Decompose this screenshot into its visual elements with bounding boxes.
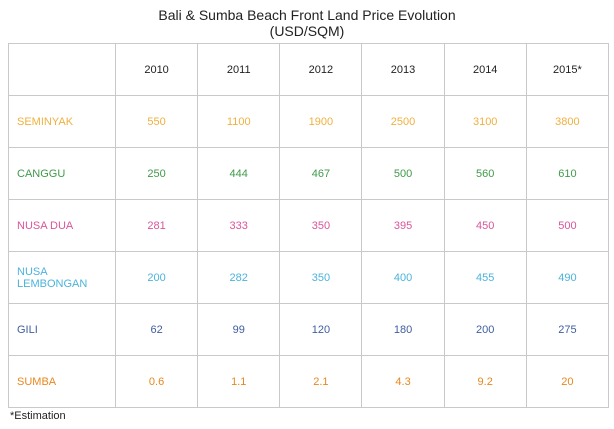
table-row: GILI 62 99 120 180 200 275 bbox=[8, 303, 610, 356]
table-cell: 0.6 bbox=[114, 355, 199, 408]
column-header-2: 2012 bbox=[279, 43, 363, 96]
table-cell: 395 bbox=[361, 199, 445, 252]
table-cell: 200 bbox=[114, 251, 199, 304]
table-cell: 120 bbox=[279, 303, 363, 356]
chart-subtitle: (USD/SQM) bbox=[269, 23, 345, 39]
row-label: GILI bbox=[8, 303, 116, 356]
table-cell: 450 bbox=[443, 199, 527, 252]
row-label: SUMBA bbox=[8, 355, 116, 408]
row-label: NUSA DUA bbox=[8, 199, 116, 252]
table-cell: 455 bbox=[443, 251, 527, 304]
table-cell: 560 bbox=[443, 147, 527, 200]
table-cell: 400 bbox=[361, 251, 445, 304]
header-row: 2010 2011 2012 2013 2014 2015* bbox=[8, 43, 610, 96]
table-cell: 180 bbox=[361, 303, 445, 356]
table-body: SEMINYAK 550 1100 1900 2500 3100 3800 CANGGU 250… bbox=[8, 95, 610, 408]
table-cell: 99 bbox=[197, 303, 281, 356]
column-header-5: 2015* bbox=[525, 43, 610, 96]
table-cell: 275 bbox=[525, 303, 610, 356]
table-cell: 2.1 bbox=[279, 355, 363, 408]
column-header-4: 2014 bbox=[443, 43, 527, 96]
table-row: CANGGU 250 444 467 500 560 610 bbox=[8, 147, 610, 200]
table-cell: 3800 bbox=[525, 95, 610, 148]
chart-title: Bali & Sumba Beach Front Land Price Evol… bbox=[158, 7, 456, 23]
footnote: *Estimation bbox=[10, 410, 66, 422]
row-label: CANGGU bbox=[8, 147, 116, 200]
row-label: NUSA LEMBONGAN bbox=[8, 251, 116, 304]
table-cell: 444 bbox=[197, 147, 281, 200]
table-cell: 282 bbox=[197, 251, 281, 304]
table-cell: 350 bbox=[279, 199, 363, 252]
table-cell: 500 bbox=[361, 147, 445, 200]
table-cell: 350 bbox=[279, 251, 363, 304]
row-label: SEMINYAK bbox=[8, 95, 116, 148]
table-cell: 20 bbox=[525, 355, 610, 408]
column-header-0: 2010 bbox=[114, 43, 199, 96]
table-row: SEMINYAK 550 1100 1900 2500 3100 3800 bbox=[8, 95, 610, 148]
table-cell: 550 bbox=[114, 95, 199, 148]
table-cell: 281 bbox=[114, 199, 199, 252]
table-cell: 3100 bbox=[443, 95, 527, 148]
table-cell: 2500 bbox=[361, 95, 445, 148]
column-header-3: 2013 bbox=[361, 43, 445, 96]
table-row: SUMBA 0.6 1.1 2.1 4.3 9.2 20 bbox=[8, 355, 610, 408]
table-cell: 467 bbox=[279, 147, 363, 200]
table-cell: 250 bbox=[114, 147, 199, 200]
table-row: NUSA DUA 281 333 350 395 450 500 bbox=[8, 199, 610, 252]
table-cell: 490 bbox=[525, 251, 610, 304]
table-cell: 1.1 bbox=[197, 355, 281, 408]
table-cell: 200 bbox=[443, 303, 527, 356]
table-row: NUSA LEMBONGAN 200 282 350 400 455 490 bbox=[8, 251, 610, 304]
table-cell: 4.3 bbox=[361, 355, 445, 408]
table-cell: 333 bbox=[197, 199, 281, 252]
table-cell: 610 bbox=[525, 147, 610, 200]
price-table: 2010 2011 2012 2013 2014 2015* SEMINYAK 550 110… bbox=[8, 43, 610, 408]
column-header-1: 2011 bbox=[197, 43, 281, 96]
table-cell: 500 bbox=[525, 199, 610, 252]
table-cell: 9.2 bbox=[443, 355, 527, 408]
table-cell: 1100 bbox=[197, 95, 281, 148]
table-cell: 62 bbox=[114, 303, 199, 356]
table-cell: 1900 bbox=[279, 95, 363, 148]
header-corner-cell bbox=[8, 43, 116, 96]
